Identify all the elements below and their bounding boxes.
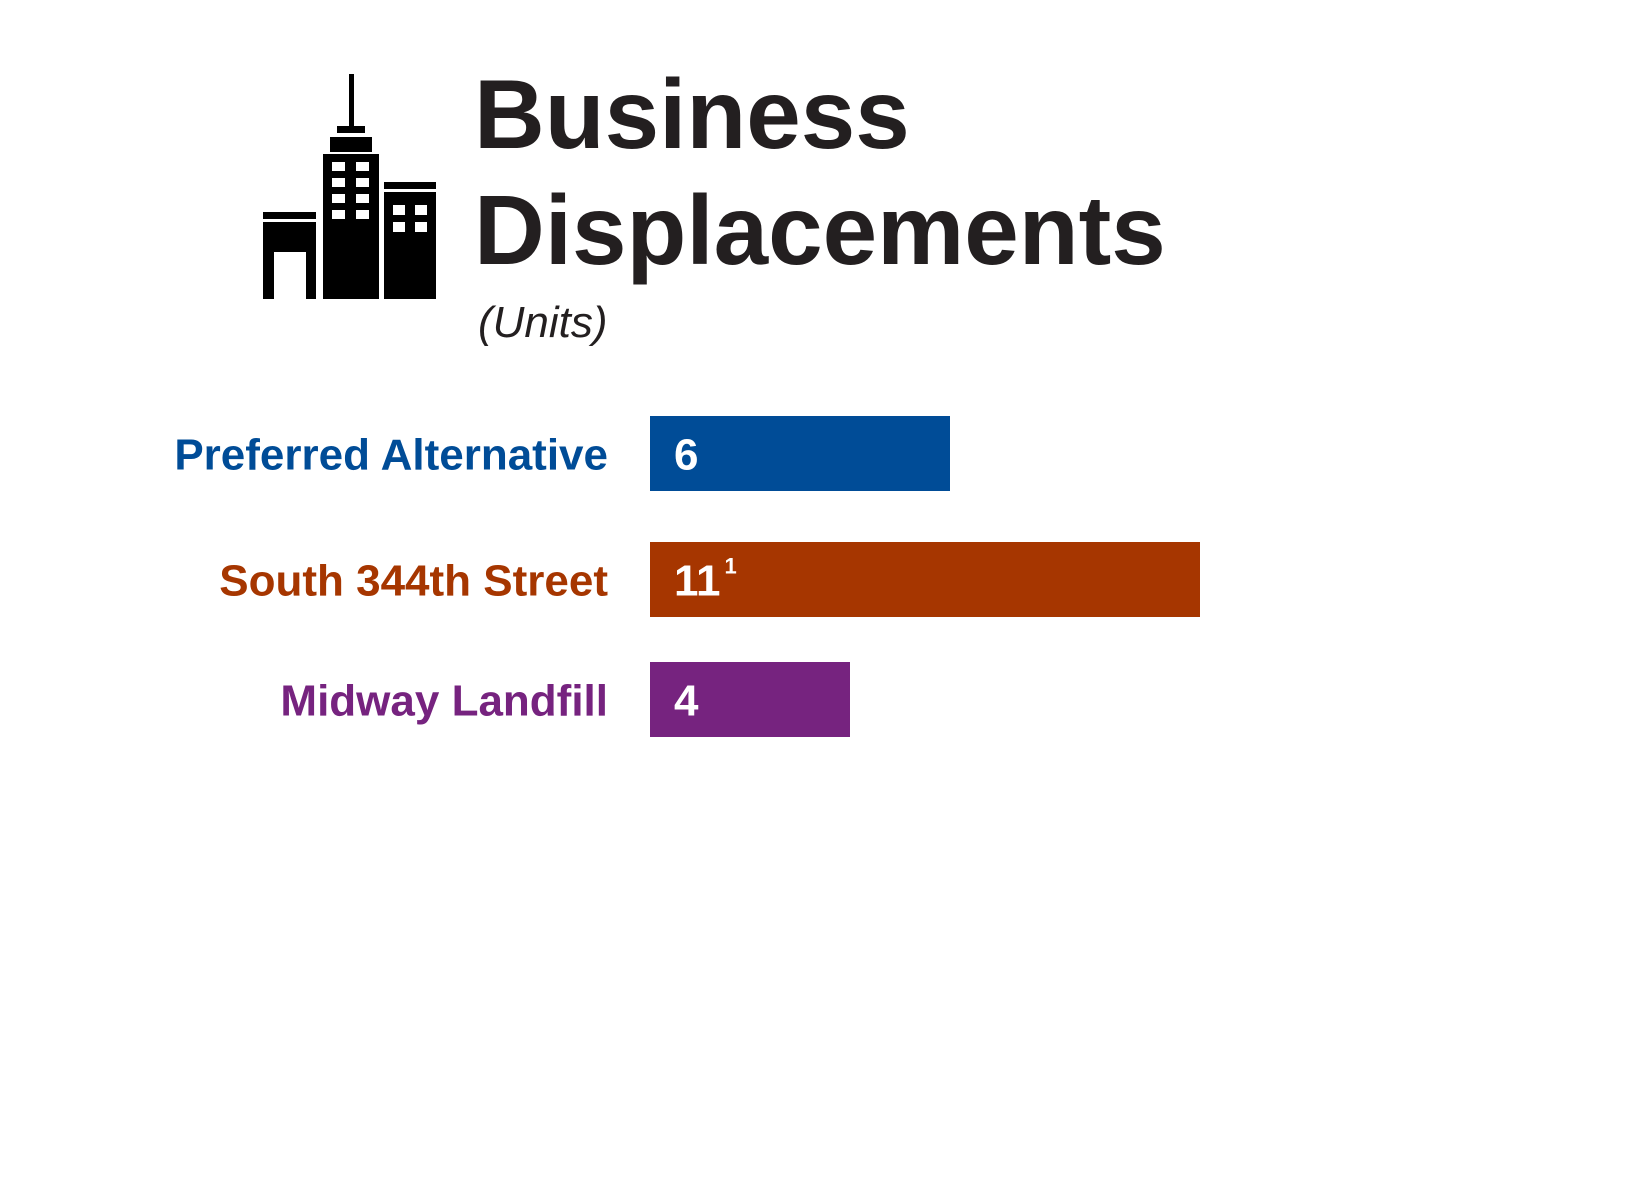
category-label-2: Midway Landfill [280, 677, 608, 726]
category-label-0: Preferred Alternative [174, 431, 608, 480]
icon-windows [332, 162, 427, 232]
value-label-2: 4 [674, 677, 699, 726]
bar-1 [650, 542, 1200, 617]
bar-2 [650, 662, 850, 737]
footnote-mark-1: 1 [725, 554, 737, 579]
value-label-1: 11 [674, 557, 721, 606]
chart-title-line2: Displacements [474, 175, 1166, 285]
value-label-0: 6 [674, 431, 698, 480]
chart-subtitle: (Units) [478, 298, 608, 347]
office-buildings-icon [263, 74, 436, 299]
bar-0 [650, 416, 950, 491]
bars-layer: Preferred Alternative 6 South 344th Street… [174, 416, 1200, 737]
category-label-1: South 344th Street [219, 557, 608, 606]
chart-title-line1: Business [474, 59, 910, 169]
